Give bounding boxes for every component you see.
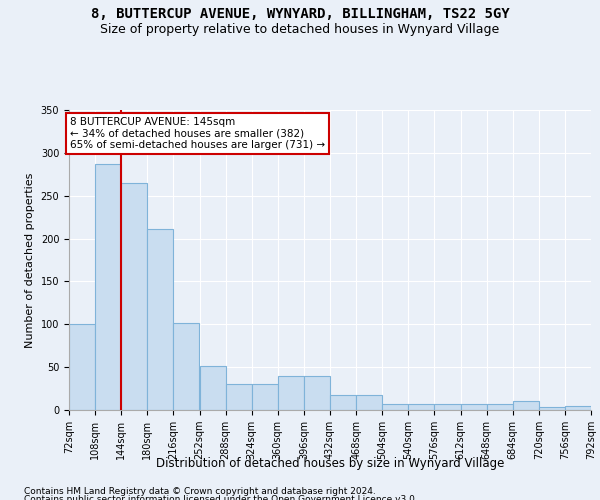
Text: Size of property relative to detached houses in Wynyard Village: Size of property relative to detached ho… bbox=[100, 22, 500, 36]
Bar bbox=[512, 402, 539, 410]
Text: Contains public sector information licensed under the Open Government Licence v3: Contains public sector information licen… bbox=[24, 495, 418, 500]
Y-axis label: Number of detached properties: Number of detached properties bbox=[25, 172, 35, 348]
Bar bbox=[461, 404, 487, 410]
Bar bbox=[539, 408, 565, 410]
Text: 8 BUTTERCUP AVENUE: 145sqm
← 34% of detached houses are smaller (382)
65% of sem: 8 BUTTERCUP AVENUE: 145sqm ← 34% of deta… bbox=[70, 117, 325, 150]
Bar bbox=[278, 376, 304, 410]
Bar bbox=[173, 322, 199, 410]
Bar bbox=[304, 376, 330, 410]
Bar bbox=[95, 164, 121, 410]
Text: Distribution of detached houses by size in Wynyard Village: Distribution of detached houses by size … bbox=[156, 458, 504, 470]
Bar bbox=[330, 394, 356, 410]
Text: 8, BUTTERCUP AVENUE, WYNYARD, BILLINGHAM, TS22 5GY: 8, BUTTERCUP AVENUE, WYNYARD, BILLINGHAM… bbox=[91, 8, 509, 22]
Bar bbox=[565, 406, 591, 410]
Bar bbox=[434, 404, 461, 410]
Bar bbox=[148, 229, 173, 410]
Bar bbox=[199, 366, 226, 410]
Bar bbox=[356, 394, 382, 410]
Bar bbox=[409, 404, 434, 410]
Bar bbox=[252, 384, 278, 410]
Bar bbox=[69, 324, 95, 410]
Text: Contains HM Land Registry data © Crown copyright and database right 2024.: Contains HM Land Registry data © Crown c… bbox=[24, 488, 376, 496]
Bar bbox=[382, 404, 409, 410]
Bar bbox=[121, 183, 148, 410]
Bar bbox=[487, 404, 513, 410]
Bar bbox=[226, 384, 252, 410]
